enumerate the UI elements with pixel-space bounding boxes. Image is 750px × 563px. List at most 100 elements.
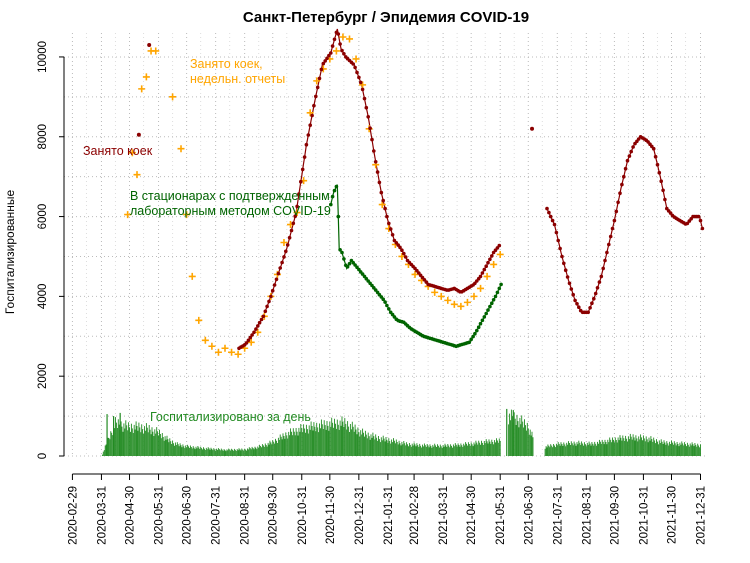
confirmed-point bbox=[493, 294, 498, 299]
occupied-point bbox=[362, 96, 367, 101]
confirmed-point bbox=[338, 248, 342, 252]
occupied-point bbox=[403, 255, 408, 259]
x-tick-label: 2021-03-31 bbox=[438, 486, 450, 545]
occupied-point bbox=[605, 250, 609, 255]
confirmed-point bbox=[340, 250, 344, 255]
occupied-point bbox=[308, 123, 313, 127]
occupied-point bbox=[575, 302, 579, 306]
occupied-point bbox=[285, 243, 290, 247]
weekly-annotation: Занято коек, недельн. отчеты bbox=[190, 57, 285, 86]
confirmed-point bbox=[491, 298, 496, 302]
occupied-point bbox=[530, 126, 535, 131]
occupied-point bbox=[274, 277, 279, 282]
occupied-point bbox=[372, 149, 376, 153]
occupied-point bbox=[355, 70, 359, 75]
confirmed-point bbox=[336, 214, 341, 219]
occupied-point bbox=[317, 76, 322, 81]
occupied-point bbox=[257, 320, 262, 325]
x-tick-label: 2020-11-30 bbox=[325, 486, 337, 544]
occupied-point bbox=[593, 291, 598, 296]
occupied-point bbox=[379, 190, 384, 195]
occupied-point bbox=[567, 281, 572, 286]
occupied-point bbox=[360, 87, 365, 92]
x-tick-label: 2021-12-31 bbox=[696, 486, 708, 545]
x-tick-label: 2020-08-31 bbox=[240, 486, 252, 545]
occupied-point bbox=[655, 162, 660, 167]
occupied-point bbox=[588, 306, 592, 310]
weekly-point bbox=[124, 211, 132, 219]
confirmed-point bbox=[482, 315, 487, 319]
occupied-point bbox=[497, 243, 502, 248]
occupied-point bbox=[310, 113, 314, 118]
confirmed-point bbox=[385, 303, 389, 308]
weekly-point bbox=[457, 302, 465, 310]
occupied-point bbox=[558, 246, 562, 251]
confirmed-point bbox=[473, 331, 477, 336]
occupied-point bbox=[252, 330, 256, 335]
occupied-point bbox=[569, 287, 574, 291]
occupied-point bbox=[338, 42, 342, 46]
occupied-line bbox=[546, 136, 703, 313]
weekly-point bbox=[339, 33, 347, 41]
occupied-point bbox=[478, 274, 483, 279]
occupied-point bbox=[147, 42, 152, 47]
y-tick-label: 4000 bbox=[37, 284, 49, 310]
confirmed-point bbox=[495, 290, 500, 295]
y-tick-label: 0 bbox=[37, 453, 49, 459]
occupied-point bbox=[608, 234, 613, 239]
occupied-point bbox=[321, 61, 326, 66]
weekly-point bbox=[177, 145, 185, 153]
occupied-point bbox=[651, 146, 656, 151]
occupied-point bbox=[315, 85, 320, 90]
series-points bbox=[124, 30, 705, 358]
occupied-point bbox=[278, 266, 283, 270]
x-tick-label: 2020-06-30 bbox=[182, 486, 194, 545]
weekly-point bbox=[470, 292, 478, 300]
confirmed-point bbox=[478, 321, 483, 326]
occupied-point bbox=[269, 294, 273, 299]
confirmed-point bbox=[486, 308, 490, 312]
daily-annotation: Госпитализировано за день bbox=[150, 410, 311, 424]
occupied-point bbox=[627, 154, 632, 158]
occupied-annotation: Занято коек bbox=[83, 144, 153, 158]
occupied-point bbox=[366, 115, 371, 119]
occupied-point bbox=[306, 133, 311, 137]
occupied-point bbox=[577, 305, 581, 310]
occupied-point bbox=[562, 261, 566, 266]
confirmed-point bbox=[480, 318, 485, 323]
occupied-point bbox=[631, 145, 635, 149]
occupied-point bbox=[358, 80, 363, 85]
occupied-point bbox=[400, 248, 404, 252]
occupied-point bbox=[657, 170, 662, 175]
occupied-point bbox=[388, 227, 393, 231]
weekly-point bbox=[496, 250, 504, 258]
occupied-point bbox=[291, 221, 296, 226]
occupied-point bbox=[603, 258, 607, 263]
occupied-point bbox=[612, 218, 617, 223]
occupied-point bbox=[625, 158, 630, 163]
occupied-point bbox=[381, 198, 386, 203]
confirmed-point bbox=[332, 188, 337, 193]
weekly-point bbox=[477, 284, 485, 292]
occupied-point bbox=[490, 254, 494, 258]
occupied-point bbox=[610, 226, 615, 231]
occupied-point bbox=[547, 210, 551, 215]
weekly-point bbox=[142, 73, 150, 81]
occupied-point bbox=[552, 222, 557, 227]
x-tick-label: 2021-01-31 bbox=[383, 486, 395, 545]
occupied-point bbox=[340, 48, 344, 53]
occupied-point bbox=[620, 182, 624, 187]
occupied-point bbox=[280, 260, 284, 265]
occupied-point bbox=[323, 59, 328, 63]
occupied-point bbox=[276, 271, 281, 276]
occupied-point bbox=[696, 214, 701, 219]
occupied-point bbox=[336, 32, 341, 36]
occupied-point bbox=[607, 242, 611, 247]
occupied-point bbox=[590, 301, 594, 306]
x-tick-label: 2020-04-30 bbox=[125, 486, 137, 545]
occupied-point bbox=[623, 166, 628, 171]
occupied-point bbox=[304, 142, 309, 147]
weekly-point bbox=[411, 270, 419, 278]
occupied-point bbox=[351, 62, 356, 66]
occupied-point bbox=[565, 275, 570, 279]
